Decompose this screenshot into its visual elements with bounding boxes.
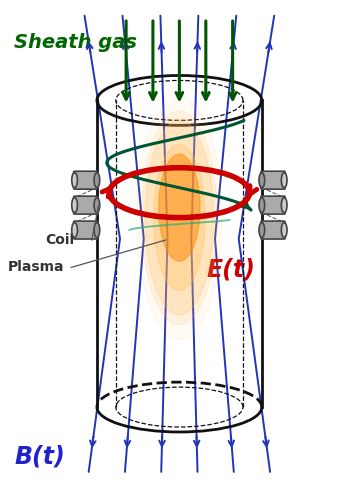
Ellipse shape (72, 198, 77, 212)
Ellipse shape (72, 172, 77, 188)
Ellipse shape (94, 172, 100, 188)
FancyBboxPatch shape (73, 196, 98, 214)
FancyBboxPatch shape (73, 221, 98, 239)
FancyBboxPatch shape (73, 171, 98, 189)
Text: Plasma: Plasma (8, 260, 64, 274)
Ellipse shape (259, 172, 265, 188)
Ellipse shape (259, 198, 265, 212)
Ellipse shape (281, 222, 287, 238)
Ellipse shape (159, 154, 200, 261)
Ellipse shape (154, 144, 205, 290)
Ellipse shape (281, 172, 287, 188)
Ellipse shape (141, 110, 217, 324)
Text: B(t): B(t) (14, 445, 65, 469)
Ellipse shape (94, 222, 100, 238)
Ellipse shape (145, 120, 214, 315)
Text: Coil: Coil (45, 233, 75, 247)
Ellipse shape (94, 198, 100, 212)
FancyBboxPatch shape (261, 221, 285, 239)
FancyBboxPatch shape (261, 171, 285, 189)
Ellipse shape (136, 96, 222, 339)
FancyBboxPatch shape (261, 196, 285, 214)
Text: Sheath gas: Sheath gas (14, 33, 137, 52)
Ellipse shape (72, 222, 77, 238)
Text: E(t): E(t) (207, 258, 256, 282)
Ellipse shape (281, 198, 287, 212)
Ellipse shape (259, 222, 265, 238)
